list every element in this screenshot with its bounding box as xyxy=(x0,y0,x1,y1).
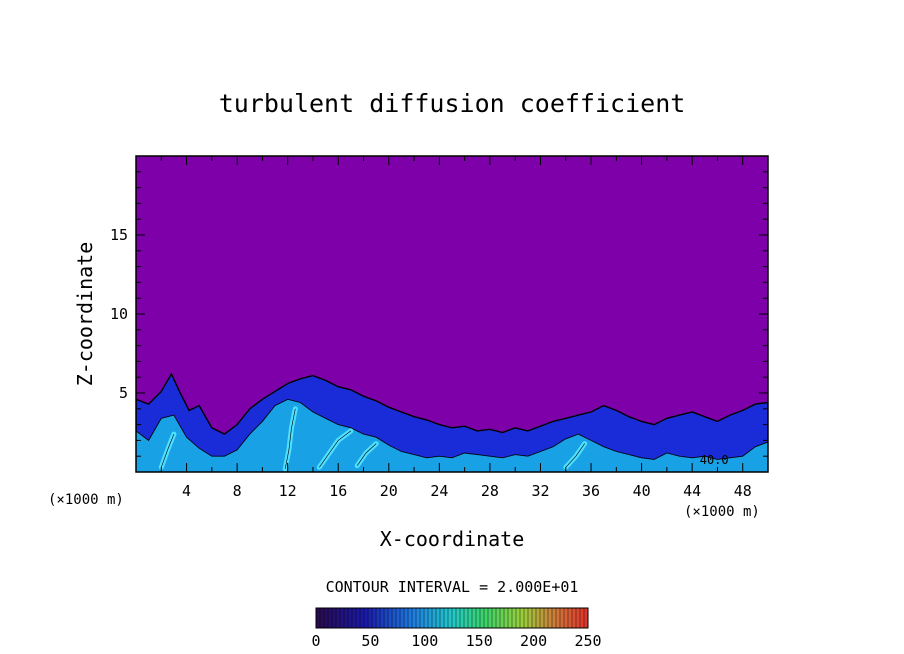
colorbar-tick-label: 100 xyxy=(411,632,438,650)
x-tick-label: 36 xyxy=(582,482,600,500)
y-tick-label: 5 xyxy=(119,384,128,402)
x-tick-label: 20 xyxy=(380,482,398,500)
x-tick-label: 12 xyxy=(279,482,297,500)
x-tick-label: 48 xyxy=(734,482,752,500)
x-tick-label: 24 xyxy=(430,482,448,500)
x-tick-label: 28 xyxy=(481,482,499,500)
x-unit-label-left: (×1000 m) xyxy=(48,492,124,508)
chart-title: turbulent diffusion coefficient xyxy=(219,89,686,118)
x-tick-label: 32 xyxy=(531,482,549,500)
x-unit-label-right: (×1000 m) xyxy=(684,504,760,520)
x-tick-label: 8 xyxy=(233,482,242,500)
colorbar-ticks: 0 50 100 150 200 250 xyxy=(311,632,601,650)
colorbar-tick-label: 200 xyxy=(520,632,547,650)
y-tick-label: 10 xyxy=(110,305,128,323)
x-tick-label: 16 xyxy=(329,482,347,500)
colorbar-tick-label: 50 xyxy=(361,632,379,650)
x-tick-label: 40 xyxy=(633,482,651,500)
colorbar-tick-label: 0 xyxy=(311,632,320,650)
contour-interval-text: CONTOUR INTERVAL = 2.000E+01 xyxy=(326,578,579,596)
x-axis-label: X-coordinate xyxy=(380,527,525,551)
contour-annotation: 40.0 xyxy=(700,453,729,467)
x-tick-label: 44 xyxy=(683,482,701,500)
x-tick-label: 4 xyxy=(182,482,191,500)
y-tick-label: 15 xyxy=(110,226,128,244)
colorbar: 0 50 100 150 200 250 xyxy=(311,608,601,650)
y-axis-label: Z-coordinate xyxy=(73,242,97,387)
colorbar-tick-label: 150 xyxy=(466,632,493,650)
colorbar-tick-label: 250 xyxy=(574,632,601,650)
